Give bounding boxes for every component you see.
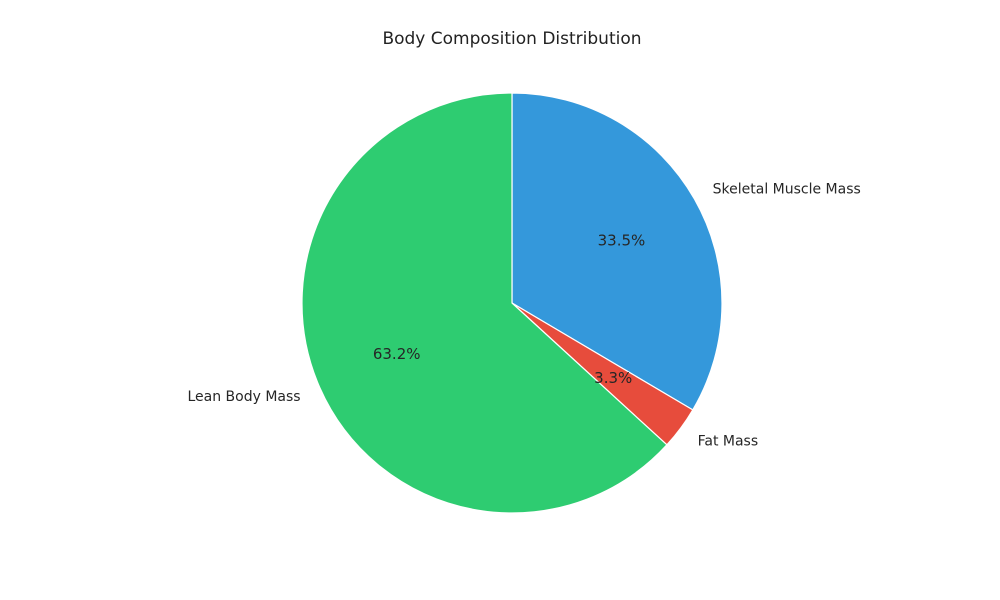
percent-label-skeletal-muscle-mass: 33.5% xyxy=(598,232,646,250)
percent-label-fat-mass: 3.3% xyxy=(594,369,632,387)
slice-label-skeletal-muscle-mass: Skeletal Muscle Mass xyxy=(713,182,861,198)
pie-slice-lean-body-mass xyxy=(301,92,668,514)
slice-label-lean-body-mass: Lean Body Mass xyxy=(187,389,300,405)
pie-slice-skeletal-muscle-mass xyxy=(511,92,723,411)
pie-labels: Skeletal Muscle Mass 33.5% Fat Mass 3.3% Lea… xyxy=(187,182,860,450)
percent-label-lean-body-mass: 63.2% xyxy=(373,345,421,363)
chart-title: Body Composition Distribution xyxy=(382,29,641,49)
slice-label-fat-mass: Fat Mass xyxy=(698,434,759,450)
pie-slices xyxy=(301,92,723,514)
